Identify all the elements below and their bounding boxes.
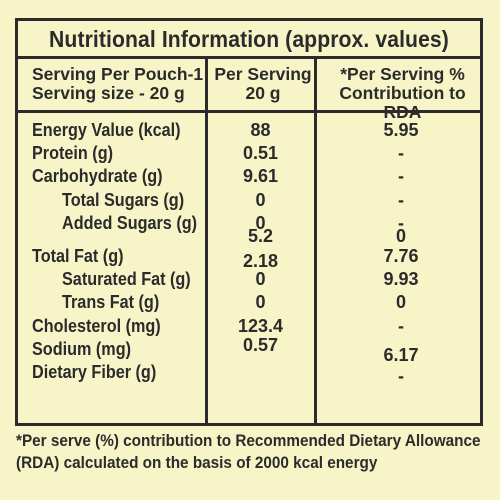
table-row: Dietary Fiber (g) - [18, 361, 480, 386]
nutrition-table: Nutritional Information (approx. values)… [15, 18, 483, 426]
servings-per-pouch: Serving Per Pouch-1 [32, 64, 204, 84]
table-row: Saturated Fat (g) 0 9.93 [18, 269, 480, 292]
per-serving-value: 0.57 [242, 334, 279, 355]
table-row: Trans Fat (g) 0 0 [18, 292, 480, 315]
table-row: Cholesterol (mg) 123.4 - [18, 316, 480, 339]
table-row: Protein (g) 0.51 - [18, 143, 480, 166]
per-serving-value: 0 [255, 269, 266, 290]
per-serving-label: Per Serving [214, 64, 312, 84]
column-divider-2 [314, 57, 317, 423]
column-divider-1 [205, 57, 208, 423]
nutrient-rows: Energy Value (kcal) 88 5.95 Protein (g) … [18, 120, 480, 386]
nutrient-name: Dietary Fiber (g) [32, 361, 157, 382]
per-serving-value: 0 [255, 212, 266, 233]
rda-value: - [398, 189, 404, 210]
rda-value: 0 [395, 292, 406, 313]
nutrient-name: Energy Value (kcal) [32, 120, 181, 140]
footnote: *Per serve (%) contribution to Recommend… [16, 430, 481, 474]
per-serving-value: 9.61 [242, 166, 279, 187]
per-serving-value: 0 [255, 189, 266, 210]
per-serving-value: 5.2 [247, 225, 274, 246]
rda-header-line1: *Per Serving % [340, 64, 465, 84]
rda-value: 0 [395, 225, 406, 246]
rda-value: - [398, 143, 404, 164]
table-row: Total Sugars (g) 0 - [18, 190, 480, 213]
serving-size: Serving size - 20 g [32, 83, 185, 103]
rda-value: - [398, 365, 404, 386]
nutrient-name: Total Fat (g) [32, 245, 124, 266]
table-row: Energy Value (kcal) 88 5.95 [18, 120, 480, 143]
rda-value: - [398, 315, 404, 336]
nutrient-name: Sodium (mg) [32, 338, 131, 359]
table-row: 5.2 0 [18, 226, 480, 246]
table-title: Nutritional Information (approx. values) [49, 26, 449, 52]
per-serving-value: 0 [255, 292, 266, 313]
rda-value: 9.93 [383, 269, 419, 290]
nutrient-name: Total Sugars (g) [62, 189, 185, 210]
title-divider [18, 56, 480, 59]
nutrient-name: Cholesterol (mg) [32, 315, 161, 336]
header-divider [18, 110, 480, 113]
rda-header-line2: Contribution to RDA [339, 83, 466, 122]
footnote-line-2: (RDA) calculated on the basis of 2000 kc… [16, 453, 378, 472]
nutrient-name: Added Sugars (g) [62, 212, 198, 233]
nutrient-name: Saturated Fat (g) [62, 269, 191, 290]
nutrient-name: Trans Fat (g) [62, 292, 160, 313]
rda-value: 7.76 [383, 245, 419, 266]
per-serving-value: 2.18 [242, 250, 279, 271]
rda-value: - [398, 212, 404, 233]
rda-value: 6.17 [383, 344, 419, 365]
nutrient-name: Protein (g) [32, 143, 113, 164]
rda-header: *Per Serving % Contribution to RDA [320, 65, 485, 122]
per-serving-value: 0.51 [242, 143, 279, 164]
table-row: Added Sugars (g) 0 - [18, 213, 480, 236]
per-serving-value: 88 [250, 120, 271, 140]
table-row: Carbohydrate (g) 9.61 - [18, 166, 480, 189]
per-serving-value: 123.4 [237, 315, 284, 336]
rda-value: - [398, 166, 404, 187]
table-row: Total Fat (g) 2.18 7.76 [18, 245, 480, 271]
per-serving-header: Per Serving 20 g [213, 65, 313, 103]
per-serving-amount: 20 g [245, 83, 281, 103]
table-row: Sodium (mg) 0.57 6.17 [18, 335, 480, 365]
rda-value: 5.95 [383, 120, 419, 140]
nutrient-name: Carbohydrate (g) [32, 166, 163, 187]
serving-info-header: Serving Per Pouch-1 Serving size - 20 g [32, 65, 203, 103]
footnote-line-1: *Per serve (%) contribution to Recommend… [16, 431, 481, 450]
